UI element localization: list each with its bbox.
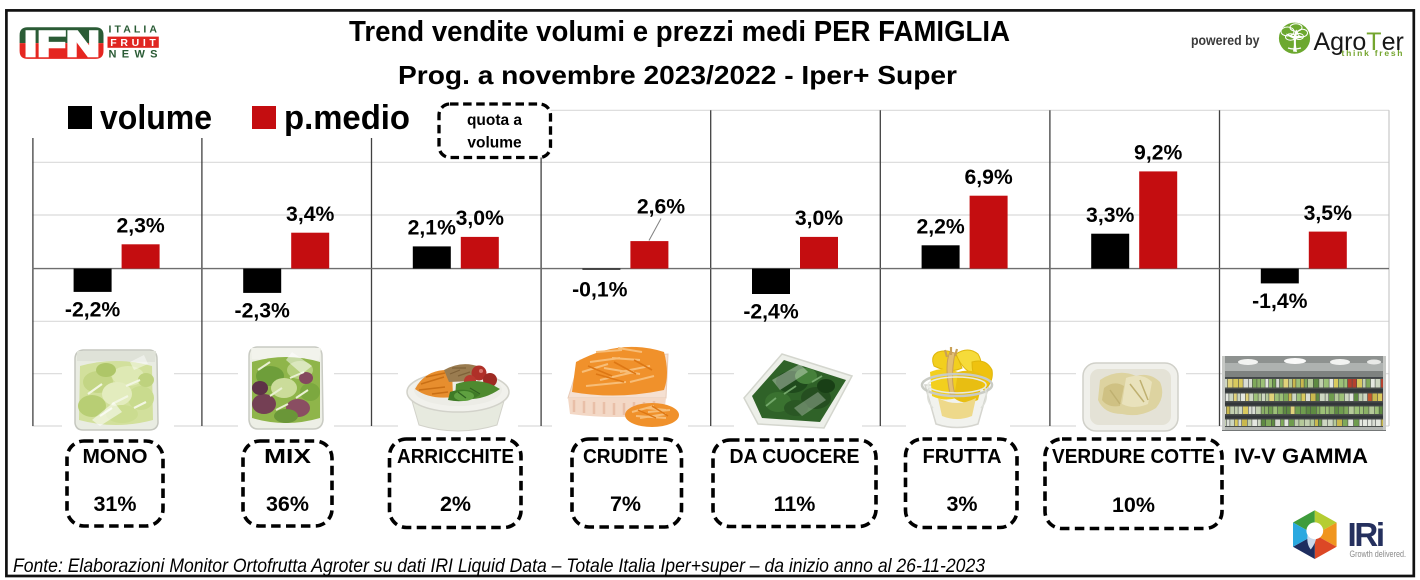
svg-text:IRi: IRi (1348, 516, 1386, 553)
svg-text:FRUIT: FRUIT (110, 37, 156, 49)
svg-text:FRUTTA: FRUTTA (923, 445, 1002, 468)
svg-text:Trend vendite volumi e prezzi: Trend vendite volumi e prezzi medi PER F… (349, 16, 1010, 48)
svg-text:2%: 2% (440, 492, 471, 516)
svg-text:Agro: Agro (1314, 28, 1367, 56)
svg-text:VERDURE COTTE: VERDURE COTTE (1052, 445, 1215, 468)
svg-text:DA CUOCERE: DA CUOCERE (730, 445, 860, 468)
svg-text:think fresh: think fresh (1342, 48, 1403, 58)
svg-text:3%: 3% (946, 492, 977, 516)
svg-text:6,9%: 6,9% (964, 166, 1012, 189)
svg-text:IFN: IFN (24, 25, 100, 64)
svg-text:ARRICCHITE: ARRICCHITE (397, 445, 514, 468)
svg-text:Fonte: Elaborazioni Monitor Or: Fonte: Elaborazioni Monitor Ortofrutta A… (13, 555, 985, 577)
svg-text:volume: volume (467, 135, 522, 152)
svg-text:10%: 10% (1112, 493, 1155, 517)
svg-text:7%: 7% (610, 492, 641, 516)
svg-text:-2,2%: -2,2% (65, 298, 121, 321)
svg-text:-1,4%: -1,4% (1252, 290, 1308, 313)
svg-text:NEWS: NEWS (109, 49, 158, 61)
svg-text:er: er (1382, 28, 1404, 56)
svg-text:T: T (1366, 28, 1381, 56)
svg-text:powered by: powered by (1191, 32, 1260, 48)
svg-text:3,0%: 3,0% (456, 207, 504, 230)
svg-text:3,5%: 3,5% (1304, 202, 1352, 225)
svg-text:2,3%: 2,3% (116, 215, 164, 238)
svg-text:ITALIA: ITALIA (109, 23, 158, 35)
svg-text:Prog. a novembre 2023/2022 - I: Prog. a novembre 2023/2022 - Iper+ Super (398, 60, 957, 90)
svg-text:3,0%: 3,0% (795, 207, 843, 230)
svg-text:2,2%: 2,2% (916, 216, 964, 239)
svg-text:9,2%: 9,2% (1134, 142, 1182, 165)
svg-text:-2,3%: -2,3% (235, 299, 291, 322)
svg-text:-2,4%: -2,4% (743, 301, 799, 324)
svg-text:quota a: quota a (467, 112, 522, 129)
svg-text:3,3%: 3,3% (1086, 204, 1134, 227)
svg-text:2,6%: 2,6% (637, 196, 685, 219)
svg-text:IV-V GAMMA: IV-V GAMMA (1234, 445, 1368, 468)
svg-text:31%: 31% (93, 492, 136, 516)
svg-text:Growth delivered.: Growth delivered. (1350, 549, 1407, 559)
svg-text:MONO: MONO (83, 445, 148, 468)
svg-text:MIX: MIX (264, 445, 311, 468)
svg-text:2,1%: 2,1% (408, 217, 456, 240)
svg-text:CRUDITE: CRUDITE (583, 445, 668, 468)
svg-text:volume: volume (100, 99, 212, 137)
svg-text:3,4%: 3,4% (286, 203, 334, 226)
svg-text:36%: 36% (266, 492, 309, 516)
svg-text:11%: 11% (774, 492, 816, 516)
svg-text:-0,1%: -0,1% (572, 279, 628, 302)
svg-text:p.medio: p.medio (284, 99, 410, 137)
